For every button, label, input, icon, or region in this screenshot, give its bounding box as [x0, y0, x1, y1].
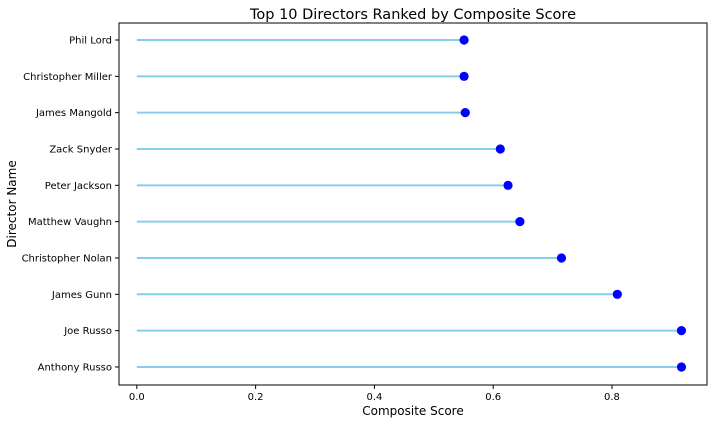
y-tick-label: Anthony Russo — [38, 362, 112, 373]
markers-group — [459, 35, 687, 372]
marker — [459, 71, 469, 81]
y-tick-label: Peter Jackson — [45, 181, 112, 192]
marker — [460, 108, 470, 118]
chart-title: Top 10 Directors Ranked by Composite Sco… — [249, 7, 576, 23]
plot-area-frame — [118, 22, 708, 386]
y-tick-label: James Gunn — [51, 290, 112, 301]
marker — [556, 253, 567, 263]
y-axis: Phil Lord Christopher Miller James Mangold… — [22, 36, 119, 373]
y-tick-label: James Mangold — [35, 108, 112, 119]
y-axis-title: Director Name — [5, 160, 19, 247]
y-tick-label: Joe Russo — [63, 326, 112, 337]
y-tick-label: Phil Lord — [69, 36, 112, 47]
x-tick-label: 0.6 — [485, 392, 501, 403]
x-tick-label: 0.4 — [366, 392, 382, 403]
marker — [459, 35, 469, 45]
x-axis-title: Composite Score — [362, 404, 463, 418]
y-tick-label: Christopher Miller — [23, 72, 113, 83]
y-tick-label: Christopher Nolan — [22, 253, 112, 264]
marker — [612, 289, 622, 299]
stems-group — [136, 39, 682, 368]
x-tick-label: 0.0 — [129, 392, 145, 403]
marker — [676, 362, 687, 372]
marker — [503, 180, 513, 190]
x-tick-label: 0.8 — [604, 392, 620, 403]
marker — [676, 326, 687, 336]
x-tick-label: 0.2 — [248, 392, 264, 403]
marker — [495, 144, 505, 154]
marker — [515, 217, 525, 227]
y-tick-label: Matthew Vaughn — [28, 217, 112, 228]
x-axis: 0.0 0.2 0.4 0.6 0.8 — [129, 385, 620, 403]
y-tick-label: Zack Snyder — [49, 144, 113, 155]
